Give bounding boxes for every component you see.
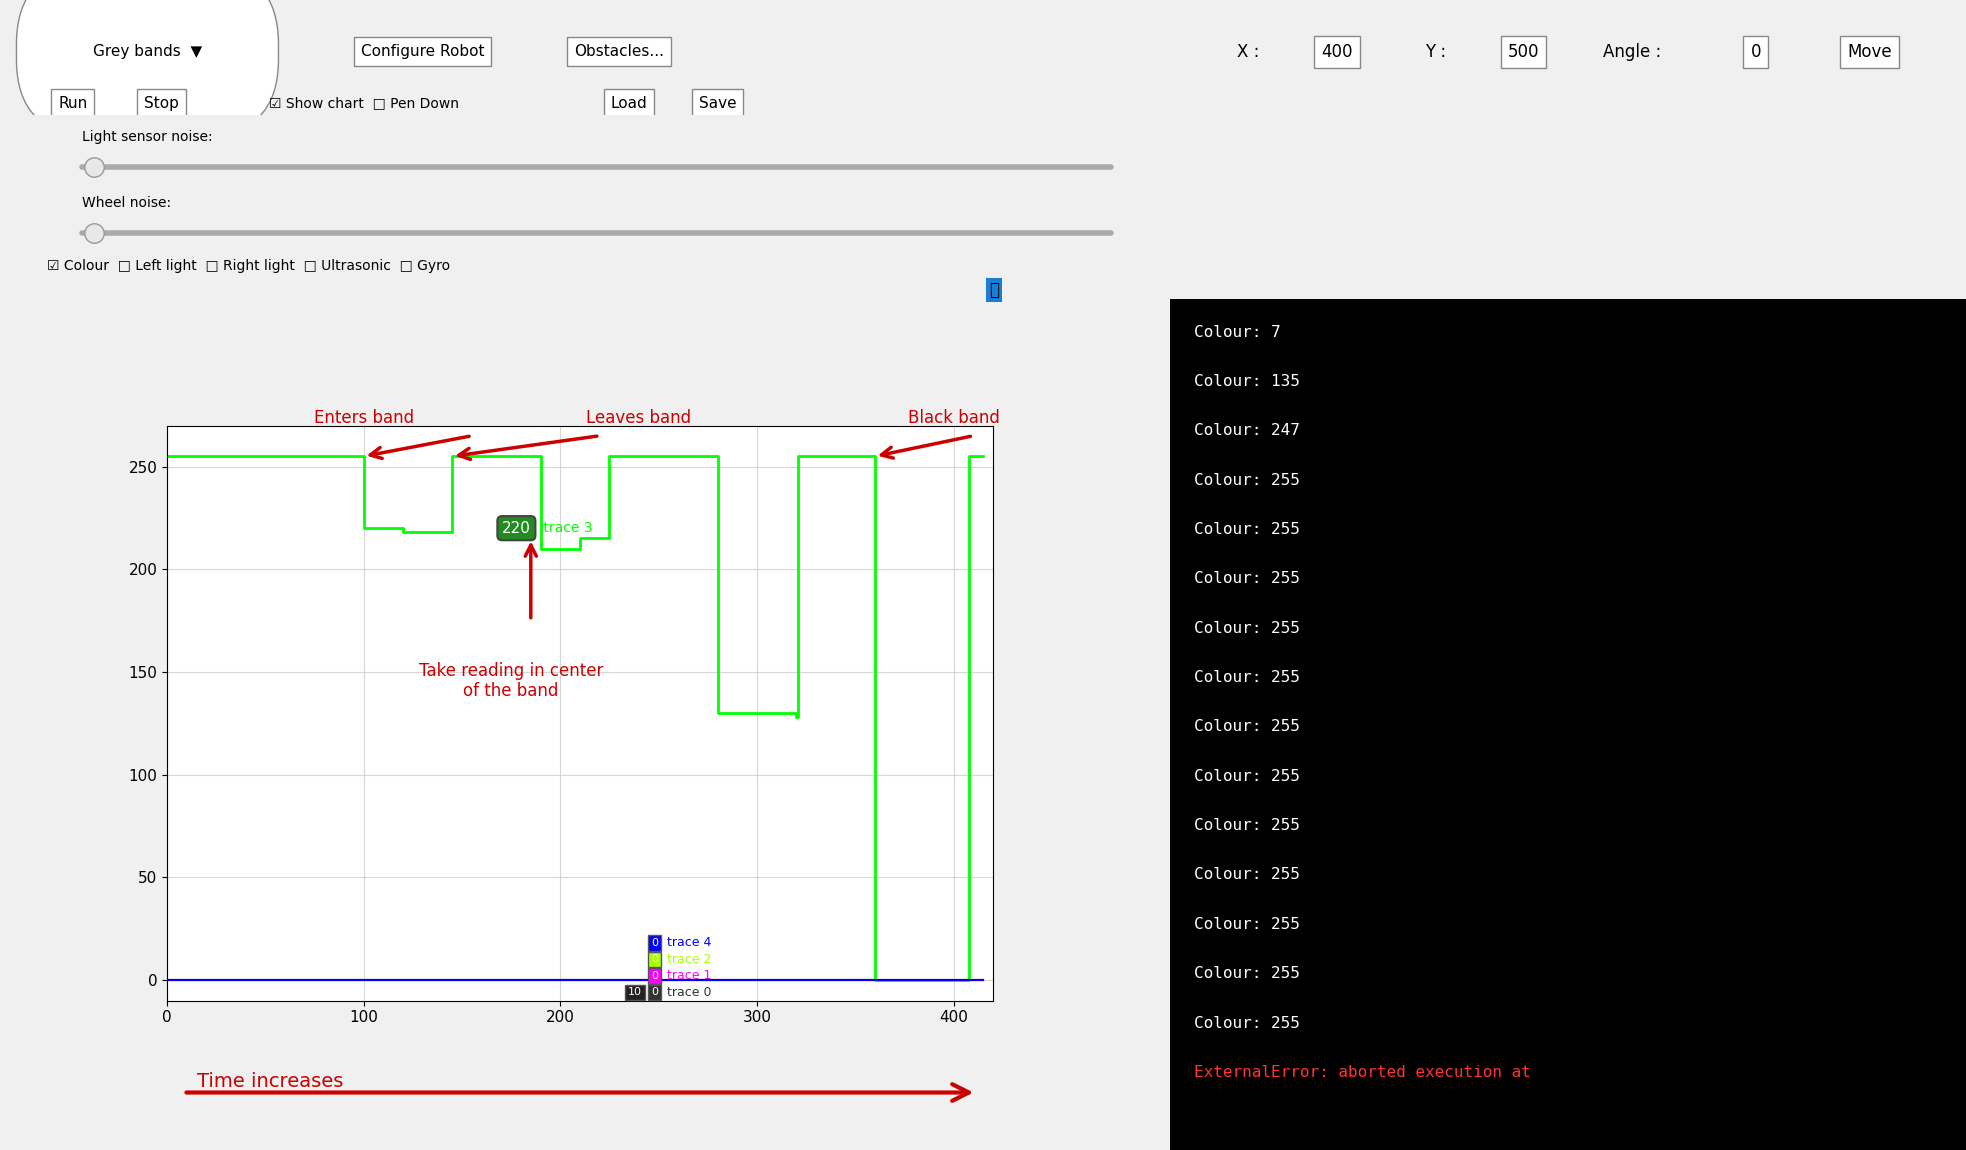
Text: Angle :: Angle : [1602, 43, 1661, 61]
Text: Y :: Y : [1425, 43, 1445, 61]
Text: Colour: 255: Colour: 255 [1193, 1015, 1300, 1030]
Text: Colour: 7: Colour: 7 [1193, 324, 1280, 339]
Text: 220: 220 [501, 521, 531, 536]
Text: 0: 0 [651, 954, 659, 965]
Text: 500: 500 [1508, 43, 1539, 61]
Text: Colour: 255: Colour: 255 [1193, 522, 1300, 537]
Text: Colour: 255: Colour: 255 [1193, 670, 1300, 685]
Text: trace 4: trace 4 [663, 936, 712, 950]
Text: Colour: 255: Colour: 255 [1193, 720, 1300, 735]
Text: Colour: 255: Colour: 255 [1193, 966, 1300, 981]
Text: Load: Load [611, 95, 647, 112]
Text: trace 1: trace 1 [663, 969, 712, 982]
Text: Colour: 255: Colour: 255 [1193, 768, 1300, 784]
Text: trace 0: trace 0 [663, 986, 712, 999]
Text: Run: Run [59, 95, 87, 112]
Text: Stop: Stop [144, 95, 179, 112]
Text: ☑ Colour  □ Left light  □ Right light  □ Ultrasonic  □ Gyro: ☑ Colour □ Left light □ Right light □ Ul… [47, 259, 450, 273]
Text: ☑ Show chart  □ Pen Down: ☑ Show chart □ Pen Down [269, 97, 458, 110]
Text: Black band: Black band [908, 409, 999, 428]
Legend: trace 0, trace 1, trace 2, trace 3, trace 4: trace 0, trace 1, trace 2, trace 3, trac… [1201, 421, 1300, 530]
Text: Save: Save [698, 95, 737, 112]
Text: Colour: 247: Colour: 247 [1193, 423, 1300, 438]
Text: trace 3: trace 3 [539, 521, 592, 535]
Text: Obstacles...: Obstacles... [574, 44, 665, 60]
Text: Grey bands  ▼: Grey bands ▼ [92, 44, 202, 60]
Text: trace 2: trace 2 [663, 953, 712, 966]
Text: Colour: 255: Colour: 255 [1193, 473, 1300, 488]
Text: 0: 0 [651, 988, 659, 997]
Text: 0: 0 [651, 971, 659, 981]
Text: Colour: 135: Colour: 135 [1193, 374, 1300, 389]
Text: ExternalError: aborted execution at: ExternalError: aborted execution at [1193, 1065, 1532, 1080]
Text: Configure Robot: Configure Robot [362, 44, 484, 60]
Text: Colour: 255: Colour: 255 [1193, 621, 1300, 636]
Text: 400: 400 [1321, 43, 1353, 61]
Text: 📊: 📊 [989, 281, 999, 299]
Text: Enters band: Enters band [315, 409, 413, 428]
Text: Colour: 255: Colour: 255 [1193, 572, 1300, 586]
Text: Leaves band: Leaves band [586, 409, 692, 428]
Text: X :: X : [1237, 43, 1260, 61]
Text: Wheel noise:: Wheel noise: [83, 197, 171, 210]
Text: 10: 10 [627, 988, 643, 997]
Text: Light sensor noise:: Light sensor noise: [83, 130, 212, 144]
Text: 0: 0 [1750, 43, 1762, 61]
Text: Colour: 255: Colour: 255 [1193, 917, 1300, 932]
Text: Time increases: Time increases [197, 1072, 342, 1090]
Text: Colour: 255: Colour: 255 [1193, 867, 1300, 882]
Text: Colour: 255: Colour: 255 [1193, 818, 1300, 833]
Text: Move: Move [1848, 43, 1891, 61]
Text: Take reading in center
of the band: Take reading in center of the band [419, 661, 604, 700]
Text: 0: 0 [651, 938, 659, 948]
